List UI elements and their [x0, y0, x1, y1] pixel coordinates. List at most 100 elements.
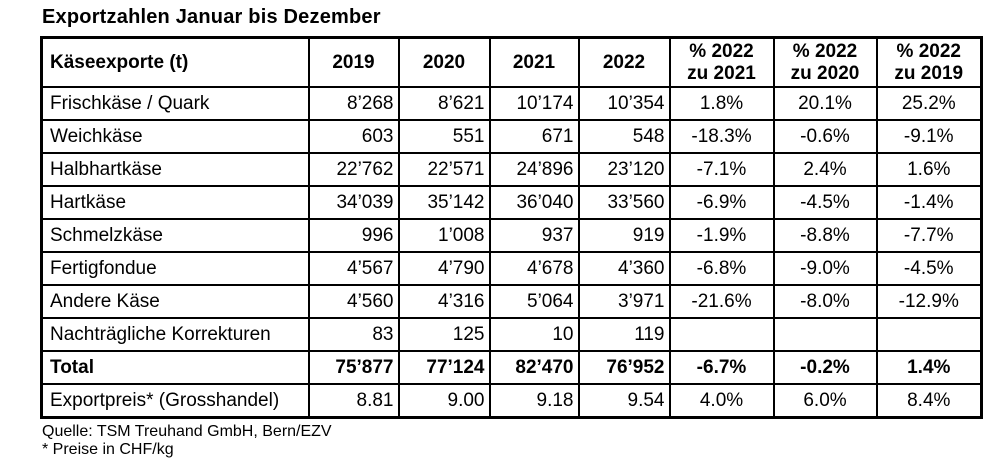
cell-label: Schmelzkäse [40, 218, 310, 253]
cell-2020: 4’316 [397, 284, 491, 319]
cell-2020: 125 [397, 317, 491, 352]
cell-pct-2021: -18.3% [668, 119, 775, 154]
table-row: Nachträgliche Korrekturen 83 125 10 119 [40, 317, 983, 352]
export-table: Käseexporte (t) 2019 2020 2021 2022 % 20… [40, 36, 983, 419]
header-row: Käseexporte (t) 2019 2020 2021 2022 % 20… [40, 36, 983, 88]
cell-2022: 10’354 [577, 86, 671, 121]
table-row: Weichkäse 603 551 671 548 -18.3% -0.6% -… [40, 119, 983, 154]
cell-2022: 23’120 [577, 152, 671, 187]
footnote-source: Quelle: TSM Treuhand GmbH, Bern/EZV [42, 423, 332, 440]
col-header-2020: 2020 [397, 36, 491, 88]
cell-2020: 35’142 [397, 185, 491, 220]
table-row: Andere Käse 4’560 4’316 5’064 3’971 -21.… [40, 284, 983, 319]
cell-pct-2021: -21.6% [668, 284, 775, 319]
col-header-pct-2022-vs-2019: % 2022 zu 2019 [875, 36, 983, 88]
cell-2021: 5’064 [488, 284, 580, 319]
cell-2021: 10’174 [488, 86, 580, 121]
cell-pct-2019: 8.4% [875, 383, 983, 419]
page-title: Exportzahlen Januar bis Dezember [42, 6, 381, 28]
footnotes: Quelle: TSM Treuhand GmbH, Bern/EZV * Pr… [42, 423, 996, 460]
cell-pct-2020: -9.0% [772, 251, 878, 286]
cell-2021: 36’040 [488, 185, 580, 220]
footnote-price-unit: * Preise in CHF/kg [42, 441, 174, 459]
cell-2022: 3’971 [577, 284, 671, 319]
cell-pct-2019: -9.1% [875, 119, 983, 154]
cell-2022: 919 [577, 218, 671, 253]
cell-pct-2019: -7.7% [875, 218, 983, 253]
cell-2022: 33’560 [577, 185, 671, 220]
cell-2020: 77’124 [397, 350, 491, 385]
cell-pct-2019 [875, 317, 983, 352]
cell-pct-2021: -1.9% [668, 218, 775, 253]
cell-pct-2021: -6.9% [668, 185, 775, 220]
cell-2021: 671 [488, 119, 580, 154]
col-header-2019: 2019 [307, 36, 400, 88]
cell-pct-2020: -8.8% [772, 218, 878, 253]
cell-2019: 34’039 [307, 185, 400, 220]
cell-pct-2021: -6.8% [668, 251, 775, 286]
cell-2021: 9.18 [488, 383, 580, 419]
cell-pct-2020: 20.1% [772, 86, 878, 121]
cell-2021: 10 [488, 317, 580, 352]
cell-2021: 82’470 [488, 350, 580, 385]
export-price-row: Exportpreis* (Grosshandel) 8.81 9.00 9.1… [40, 383, 983, 419]
cell-label: Exportpreis* (Grosshandel) [40, 383, 310, 419]
cell-2022: 76’952 [577, 350, 671, 385]
col-header-pct-2022-vs-2020: % 2022 zu 2020 [772, 36, 878, 88]
cell-2022: 548 [577, 119, 671, 154]
cell-2022: 9.54 [577, 383, 671, 419]
cell-2019: 4’560 [307, 284, 400, 319]
cell-pct-2019: -12.9% [875, 284, 983, 319]
cell-pct-2020 [772, 317, 878, 352]
cell-label: Fertigfondue [40, 251, 310, 286]
cell-pct-2019: -1.4% [875, 185, 983, 220]
col-header-pct-2022-vs-2021: % 2022 zu 2021 [668, 36, 775, 88]
cell-pct-2020: 2.4% [772, 152, 878, 187]
cell-2019: 603 [307, 119, 400, 154]
table-row: Halbhartkäse 22’762 22’571 24’896 23’120… [40, 152, 983, 187]
cell-pct-2021: 4.0% [668, 383, 775, 419]
cell-pct-2021: -6.7% [668, 350, 775, 385]
col-header-2021: 2021 [488, 36, 580, 88]
cell-pct-2020: -8.0% [772, 284, 878, 319]
cell-pct-2019: -4.5% [875, 251, 983, 286]
cell-pct-2020: -0.6% [772, 119, 878, 154]
cell-pct-2020: -0.2% [772, 350, 878, 385]
cell-pct-2020: -4.5% [772, 185, 878, 220]
col-header-label: Käseexporte (t) [40, 36, 310, 88]
cell-pct-2021: 1.8% [668, 86, 775, 121]
cell-label: Nachträgliche Korrekturen [40, 317, 310, 352]
col-header-2022: 2022 [577, 36, 671, 88]
cell-2019: 996 [307, 218, 400, 253]
cell-2022: 119 [577, 317, 671, 352]
cell-pct-2019: 1.6% [875, 152, 983, 187]
cell-2019: 75’877 [307, 350, 400, 385]
cell-2019: 8’268 [307, 86, 400, 121]
cell-2019: 83 [307, 317, 400, 352]
cell-2020: 8’621 [397, 86, 491, 121]
cell-2020: 1’008 [397, 218, 491, 253]
cell-label: Total [40, 350, 310, 385]
cell-2022: 4’360 [577, 251, 671, 286]
cell-2021: 4’678 [488, 251, 580, 286]
cell-2021: 937 [488, 218, 580, 253]
cell-pct-2019: 25.2% [875, 86, 983, 121]
table-row: Frischkäse / Quark 8’268 8’621 10’174 10… [40, 86, 983, 121]
cell-2020: 9.00 [397, 383, 491, 419]
cell-2019: 22’762 [307, 152, 400, 187]
cell-label: Hartkäse [40, 185, 310, 220]
cell-pct-2021 [668, 317, 775, 352]
cell-pct-2021: -7.1% [668, 152, 775, 187]
cell-2019: 8.81 [307, 383, 400, 419]
cell-2020: 22’571 [397, 152, 491, 187]
cell-label: Halbhartkäse [40, 152, 310, 187]
cell-2019: 4’567 [307, 251, 400, 286]
cell-label: Frischkäse / Quark [40, 86, 310, 121]
cell-label: Andere Käse [40, 284, 310, 319]
cell-label: Weichkäse [40, 119, 310, 154]
cell-2020: 4’790 [397, 251, 491, 286]
cell-pct-2019: 1.4% [875, 350, 983, 385]
cell-2021: 24’896 [488, 152, 580, 187]
table-row: Fertigfondue 4’567 4’790 4’678 4’360 -6.… [40, 251, 983, 286]
